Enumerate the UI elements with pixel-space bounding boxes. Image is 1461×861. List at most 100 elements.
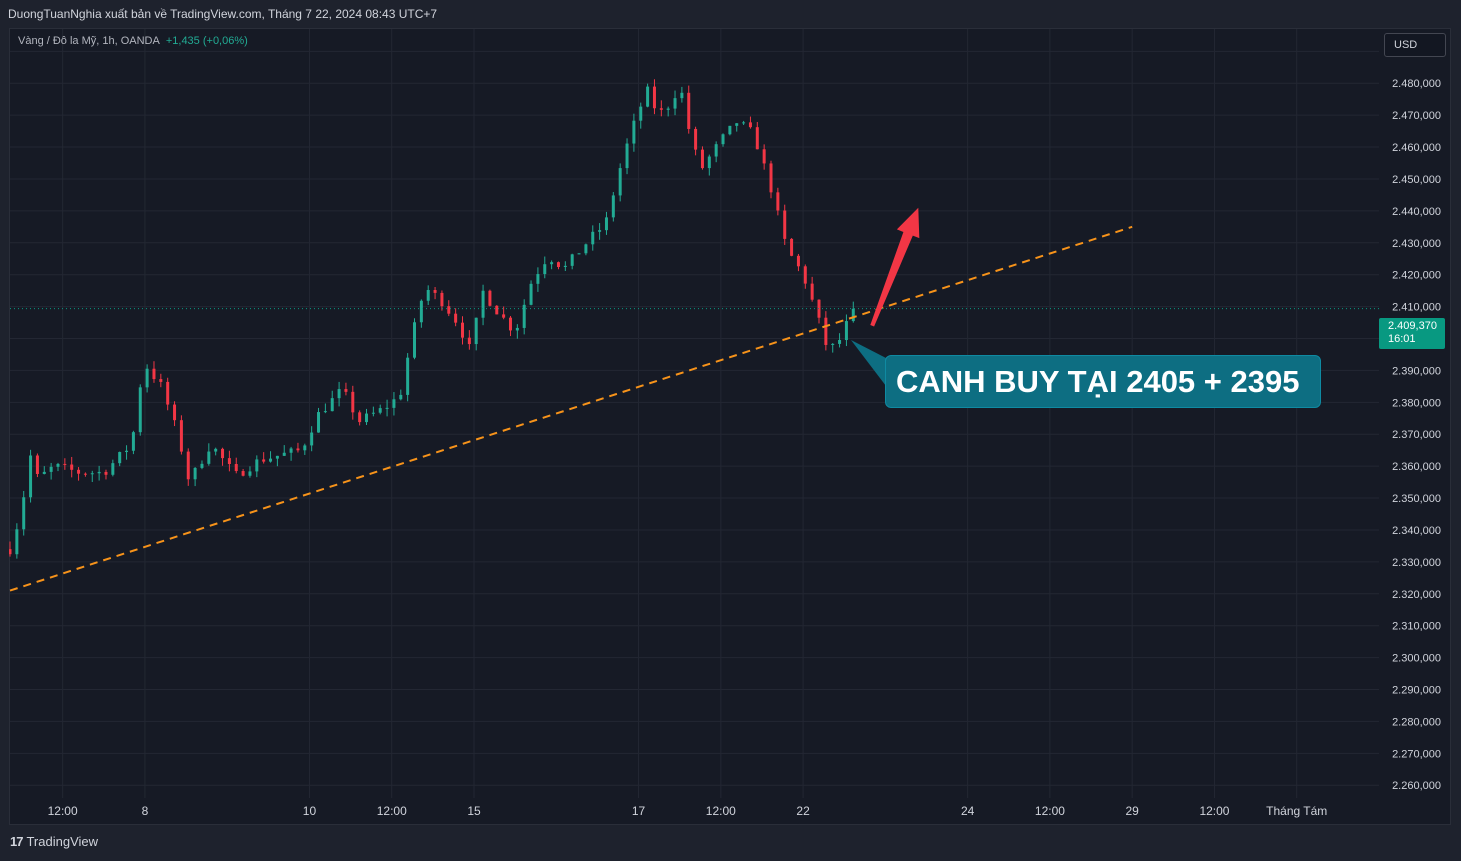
y-tick-label: 2.440,000 [1392, 206, 1441, 218]
candle-body [755, 127, 759, 150]
x-tick-label: 12:00 [1035, 804, 1065, 818]
candle-body [234, 463, 238, 472]
candle-body [810, 283, 814, 300]
candle-body [131, 432, 135, 451]
candle-body [385, 407, 389, 409]
candle-body [70, 464, 74, 470]
price-change: +1,435 (+0,06%) [165, 35, 248, 47]
candle-body [460, 322, 464, 338]
candle-body [138, 387, 142, 433]
candle-body [502, 314, 506, 318]
candle-body [262, 459, 266, 462]
candle-body [721, 134, 725, 145]
candle-body [35, 455, 39, 474]
y-tick-label: 2.470,000 [1392, 110, 1441, 122]
candle-body [166, 381, 170, 405]
candle-body [639, 106, 643, 121]
brand-name[interactable]: TradingView [26, 834, 99, 849]
candle-body [508, 317, 512, 331]
candle-body [371, 412, 375, 414]
price-chart[interactable]: 2.490,0002.480,0002.470,0002.460,0002.45… [9, 28, 1451, 825]
y-tick-label: 2.460,000 [1392, 142, 1441, 154]
candle-body [303, 445, 307, 451]
candle-body [426, 290, 430, 301]
y-tick-label: 2.480,000 [1392, 78, 1441, 90]
candle-body [337, 389, 341, 399]
x-tick-label: 22 [796, 804, 810, 818]
candle-body [49, 466, 53, 472]
candle-body [323, 411, 327, 413]
y-tick-label: 2.390,000 [1392, 365, 1441, 377]
candle-body [707, 156, 711, 169]
candle-body [687, 92, 691, 129]
candle-body [365, 413, 369, 423]
candle-body [844, 321, 848, 341]
x-tick-label: 29 [1126, 804, 1140, 818]
candle-body [214, 448, 218, 452]
candle-body [125, 450, 129, 453]
candle-body [618, 168, 622, 196]
candle-body [413, 322, 417, 358]
x-tick-label: 10 [303, 804, 317, 818]
currency-button[interactable]: USD [1384, 33, 1446, 57]
y-tick-label: 2.290,000 [1392, 685, 1441, 697]
candle-body [611, 195, 615, 218]
y-tick-label: 2.300,000 [1392, 653, 1441, 665]
candle-body [467, 337, 471, 345]
y-tick-label: 2.270,000 [1392, 748, 1441, 760]
candle-body [474, 317, 478, 345]
tradingview-logo-icon: 17 [10, 834, 24, 849]
candle-body [97, 471, 101, 474]
candle-body [378, 408, 382, 413]
candle-body [803, 266, 807, 284]
candle-body [83, 473, 87, 475]
candle-body [735, 123, 739, 126]
candle-body [90, 473, 94, 475]
bar-countdown: 16:01 [1388, 333, 1416, 345]
grid [10, 29, 1379, 798]
candle-body [831, 343, 835, 345]
candle-body [241, 471, 245, 476]
candle-body [481, 290, 485, 318]
publisher-line: DuongTuanNghia xuất bản về TradingView.c… [8, 7, 438, 21]
candle-body [9, 549, 12, 555]
candle-body [680, 92, 684, 99]
candle-body [550, 262, 554, 265]
candle-body [646, 86, 650, 107]
y-tick-label: 2.320,000 [1392, 589, 1441, 601]
candle-body [159, 379, 163, 382]
candle-body [790, 238, 794, 256]
candle-body [200, 463, 204, 468]
candle-body [186, 451, 190, 480]
candle-body [118, 452, 122, 464]
candle-body [269, 458, 273, 462]
candle-body [652, 86, 656, 109]
candle-body [289, 448, 293, 453]
candle-body [330, 398, 334, 412]
candle-body [796, 255, 800, 267]
candle-body [111, 463, 115, 475]
candle-body [221, 448, 225, 459]
candle-body [77, 469, 81, 474]
candle-body [173, 404, 177, 421]
symbol-name: Vàng / Đô la Mỹ, 1h, OANDA [18, 35, 160, 47]
candle-body [22, 497, 26, 530]
candle-body [666, 108, 670, 110]
x-tick-label: 15 [467, 804, 481, 818]
candle-body [419, 300, 423, 323]
candle-body [42, 471, 46, 474]
candle-body [15, 529, 19, 555]
candle-body [392, 399, 396, 408]
y-tick-label: 2.350,000 [1392, 493, 1441, 505]
y-tick-label: 2.330,000 [1392, 557, 1441, 569]
candle-body [694, 128, 698, 150]
y-tick-label: 2.340,000 [1392, 525, 1441, 537]
candle-body [358, 412, 362, 423]
candle-body [399, 394, 403, 400]
trendline [9, 225, 1133, 592]
x-tick-label: 17 [632, 804, 646, 818]
candle-body [783, 210, 787, 239]
candle-body [838, 340, 842, 344]
buy-callout: CANH BUY TẠI 2405 + 2395 [885, 355, 1321, 408]
candle-body [563, 265, 567, 267]
